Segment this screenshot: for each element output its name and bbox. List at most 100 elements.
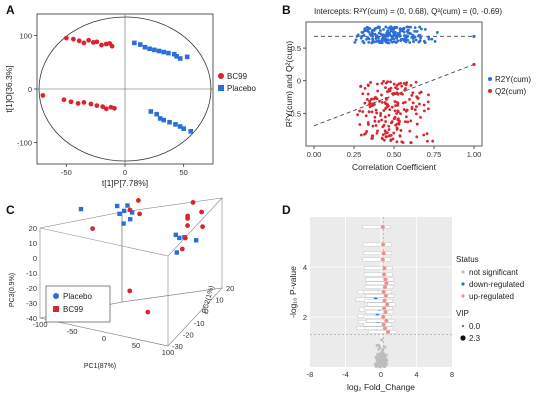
panel-b-point-r2y bbox=[368, 27, 372, 30]
panel-c-legend: Placebo BC99 bbox=[45, 285, 111, 323]
panel-b-point-q2 bbox=[398, 134, 402, 138]
panel-b-point-q2 bbox=[401, 141, 405, 144]
panel-b-point-q2 bbox=[399, 129, 403, 132]
panel-c-point-placebo bbox=[115, 203, 120, 209]
panel-label-a: A bbox=[6, 3, 15, 17]
panel-b-point-q2 bbox=[380, 137, 384, 141]
panel-b-point-r2y bbox=[395, 36, 399, 40]
panel-b-point-r2y bbox=[354, 38, 358, 42]
panel-d-annotation-box bbox=[363, 272, 393, 277]
panel-a-legend-placebo: Placebo bbox=[227, 84, 256, 93]
panel-b-point-r2y bbox=[377, 39, 381, 42]
panel-a-point-placebo bbox=[184, 54, 190, 60]
panel-c-point-bc99 bbox=[135, 198, 141, 203]
panel-b-point-q2 bbox=[396, 110, 400, 114]
panel-b-x-tick-label: 0.25 bbox=[347, 150, 362, 159]
panel-b-point-q2 bbox=[367, 123, 370, 126]
panel-d-legend-marker-not-significant bbox=[461, 270, 465, 274]
panel-d-point-not-significant bbox=[380, 338, 384, 342]
panel-a-point-placebo bbox=[154, 111, 159, 117]
panel-b-point-q2 bbox=[410, 93, 414, 97]
panel-b-endpoint bbox=[472, 34, 476, 38]
panel-b-point-q2 bbox=[374, 108, 378, 112]
panel-d-y-tick-label: 2 bbox=[303, 313, 307, 322]
panel-d-legend-vip-title: VIP bbox=[456, 309, 469, 318]
panel-d-point-not-significant bbox=[380, 351, 384, 355]
panel-label-d: D bbox=[282, 203, 291, 217]
panel-d-x-tick-label: -4 bbox=[342, 370, 349, 379]
panel-b-point-r2y bbox=[371, 37, 375, 41]
panel-a-point-placebo bbox=[157, 116, 163, 121]
panel-b-point-q2 bbox=[425, 132, 429, 136]
panel-a-point-bc99 bbox=[94, 103, 100, 109]
panel-c-point-placebo bbox=[174, 250, 179, 255]
panel-d-y-label: -log₁₀ P-value bbox=[288, 266, 298, 318]
panel-b-point-q2 bbox=[370, 104, 374, 107]
panel-b-point-q2 bbox=[390, 105, 394, 109]
panel-b-point-r2y bbox=[389, 28, 393, 32]
panel-d-legend-vip-0: 0.0 bbox=[469, 322, 481, 331]
panel-b-point-q2 bbox=[426, 100, 430, 104]
panel-b-point-q2 bbox=[399, 112, 402, 116]
panel-b-point-r2y bbox=[427, 35, 431, 39]
panel-b-point-q2 bbox=[422, 109, 426, 113]
panel-c-point-bc99 bbox=[90, 226, 95, 232]
panel-a-point-placebo bbox=[137, 42, 143, 47]
panel-b-point-q2 bbox=[363, 86, 367, 90]
panel-b-point-q2 bbox=[395, 126, 399, 130]
panel-b-x-tick-label: 0.00 bbox=[307, 150, 322, 159]
panel-b-point-r2y bbox=[386, 41, 390, 45]
panel-d-point-not-significant bbox=[383, 363, 387, 367]
panel-b-point-q2 bbox=[414, 80, 418, 84]
panel-c-x-tick-label: -50 bbox=[67, 327, 78, 336]
panel-b-point-r2y bbox=[405, 25, 409, 29]
panel-b-point-r2y bbox=[382, 38, 385, 42]
panel-b-point-q2 bbox=[410, 105, 414, 109]
panel-b-point-q2 bbox=[403, 88, 407, 92]
panel-b-point-r2y bbox=[368, 33, 372, 36]
panel-c-point-bc99 bbox=[127, 207, 133, 213]
panel-b-point-r2y bbox=[362, 41, 366, 45]
panel-a-point-placebo bbox=[173, 122, 178, 127]
panel-a-x-tick-label: -50 bbox=[61, 168, 72, 177]
panel-c-point-placebo bbox=[78, 206, 84, 212]
panel-b-point-q2 bbox=[415, 135, 419, 139]
panel-b-point-q2 bbox=[363, 133, 366, 136]
panel-a-point-bc99 bbox=[70, 36, 76, 42]
panel-b-point-q2 bbox=[426, 107, 430, 111]
panel-d-legend-down-regulated: down-regulated bbox=[469, 280, 524, 289]
panel-a-point-placebo bbox=[156, 48, 162, 54]
panel-b-point-q2 bbox=[408, 97, 411, 101]
panel-b-point-q2 bbox=[377, 120, 381, 123]
panel-a-point-bc99 bbox=[75, 101, 81, 106]
panel-b-point-q2 bbox=[384, 120, 387, 123]
panel-c-y-tick-label: -30 bbox=[172, 342, 183, 351]
panel-b-point-r2y bbox=[408, 41, 412, 44]
panel-b-point-r2y bbox=[360, 31, 364, 34]
panel-b-point-r2y bbox=[372, 28, 376, 32]
panel-a-legend-marker-bc99 bbox=[218, 73, 224, 79]
panel-b-point-q2 bbox=[380, 81, 384, 85]
panel-c-point-bc99 bbox=[185, 213, 191, 219]
panel-b-point-r2y bbox=[402, 30, 406, 34]
panel-a-legend: BC99 Placebo bbox=[218, 72, 256, 93]
panel-c-edge-top-front bbox=[39, 227, 169, 257]
panel-b-point-q2 bbox=[363, 101, 367, 105]
panel-b-point-q2 bbox=[365, 97, 369, 101]
panel-b-point-q2 bbox=[404, 115, 408, 119]
panel-b-point-q2 bbox=[371, 124, 375, 128]
panel-b-point-r2y bbox=[374, 34, 378, 38]
panel-a-legend-bc99: BC99 bbox=[227, 72, 248, 81]
panel-d-annotation-box bbox=[363, 242, 392, 247]
panel-b-point-q2 bbox=[422, 133, 426, 137]
panel-b-point-q2 bbox=[367, 84, 370, 87]
panel-c-legend-marker-bc99 bbox=[53, 306, 59, 312]
panel-c-edge-bottom-front bbox=[39, 317, 169, 347]
panel-c-point-bc99 bbox=[137, 211, 143, 217]
panel-c-legend-placebo: Placebo bbox=[63, 292, 92, 301]
panel-d-chart: log₂ Fold_Change -log₁₀ P-value Status n… bbox=[288, 217, 524, 392]
panel-a-point-placebo bbox=[177, 124, 183, 129]
panel-c-point-placebo bbox=[194, 238, 199, 243]
panel-a-point-bc99 bbox=[81, 99, 87, 105]
panel-b-point-q2 bbox=[376, 82, 379, 86]
